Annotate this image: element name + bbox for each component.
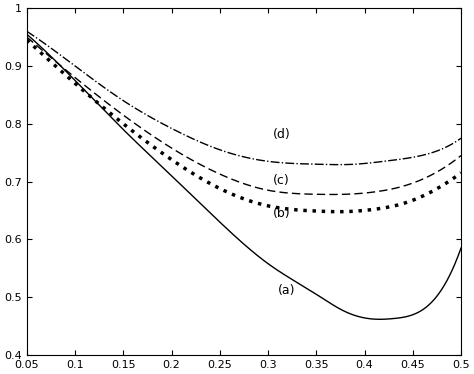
Text: (d): (d) — [273, 128, 291, 141]
Text: (c): (c) — [273, 174, 290, 187]
Text: (b): (b) — [273, 208, 291, 220]
Text: (a): (a) — [278, 284, 295, 297]
